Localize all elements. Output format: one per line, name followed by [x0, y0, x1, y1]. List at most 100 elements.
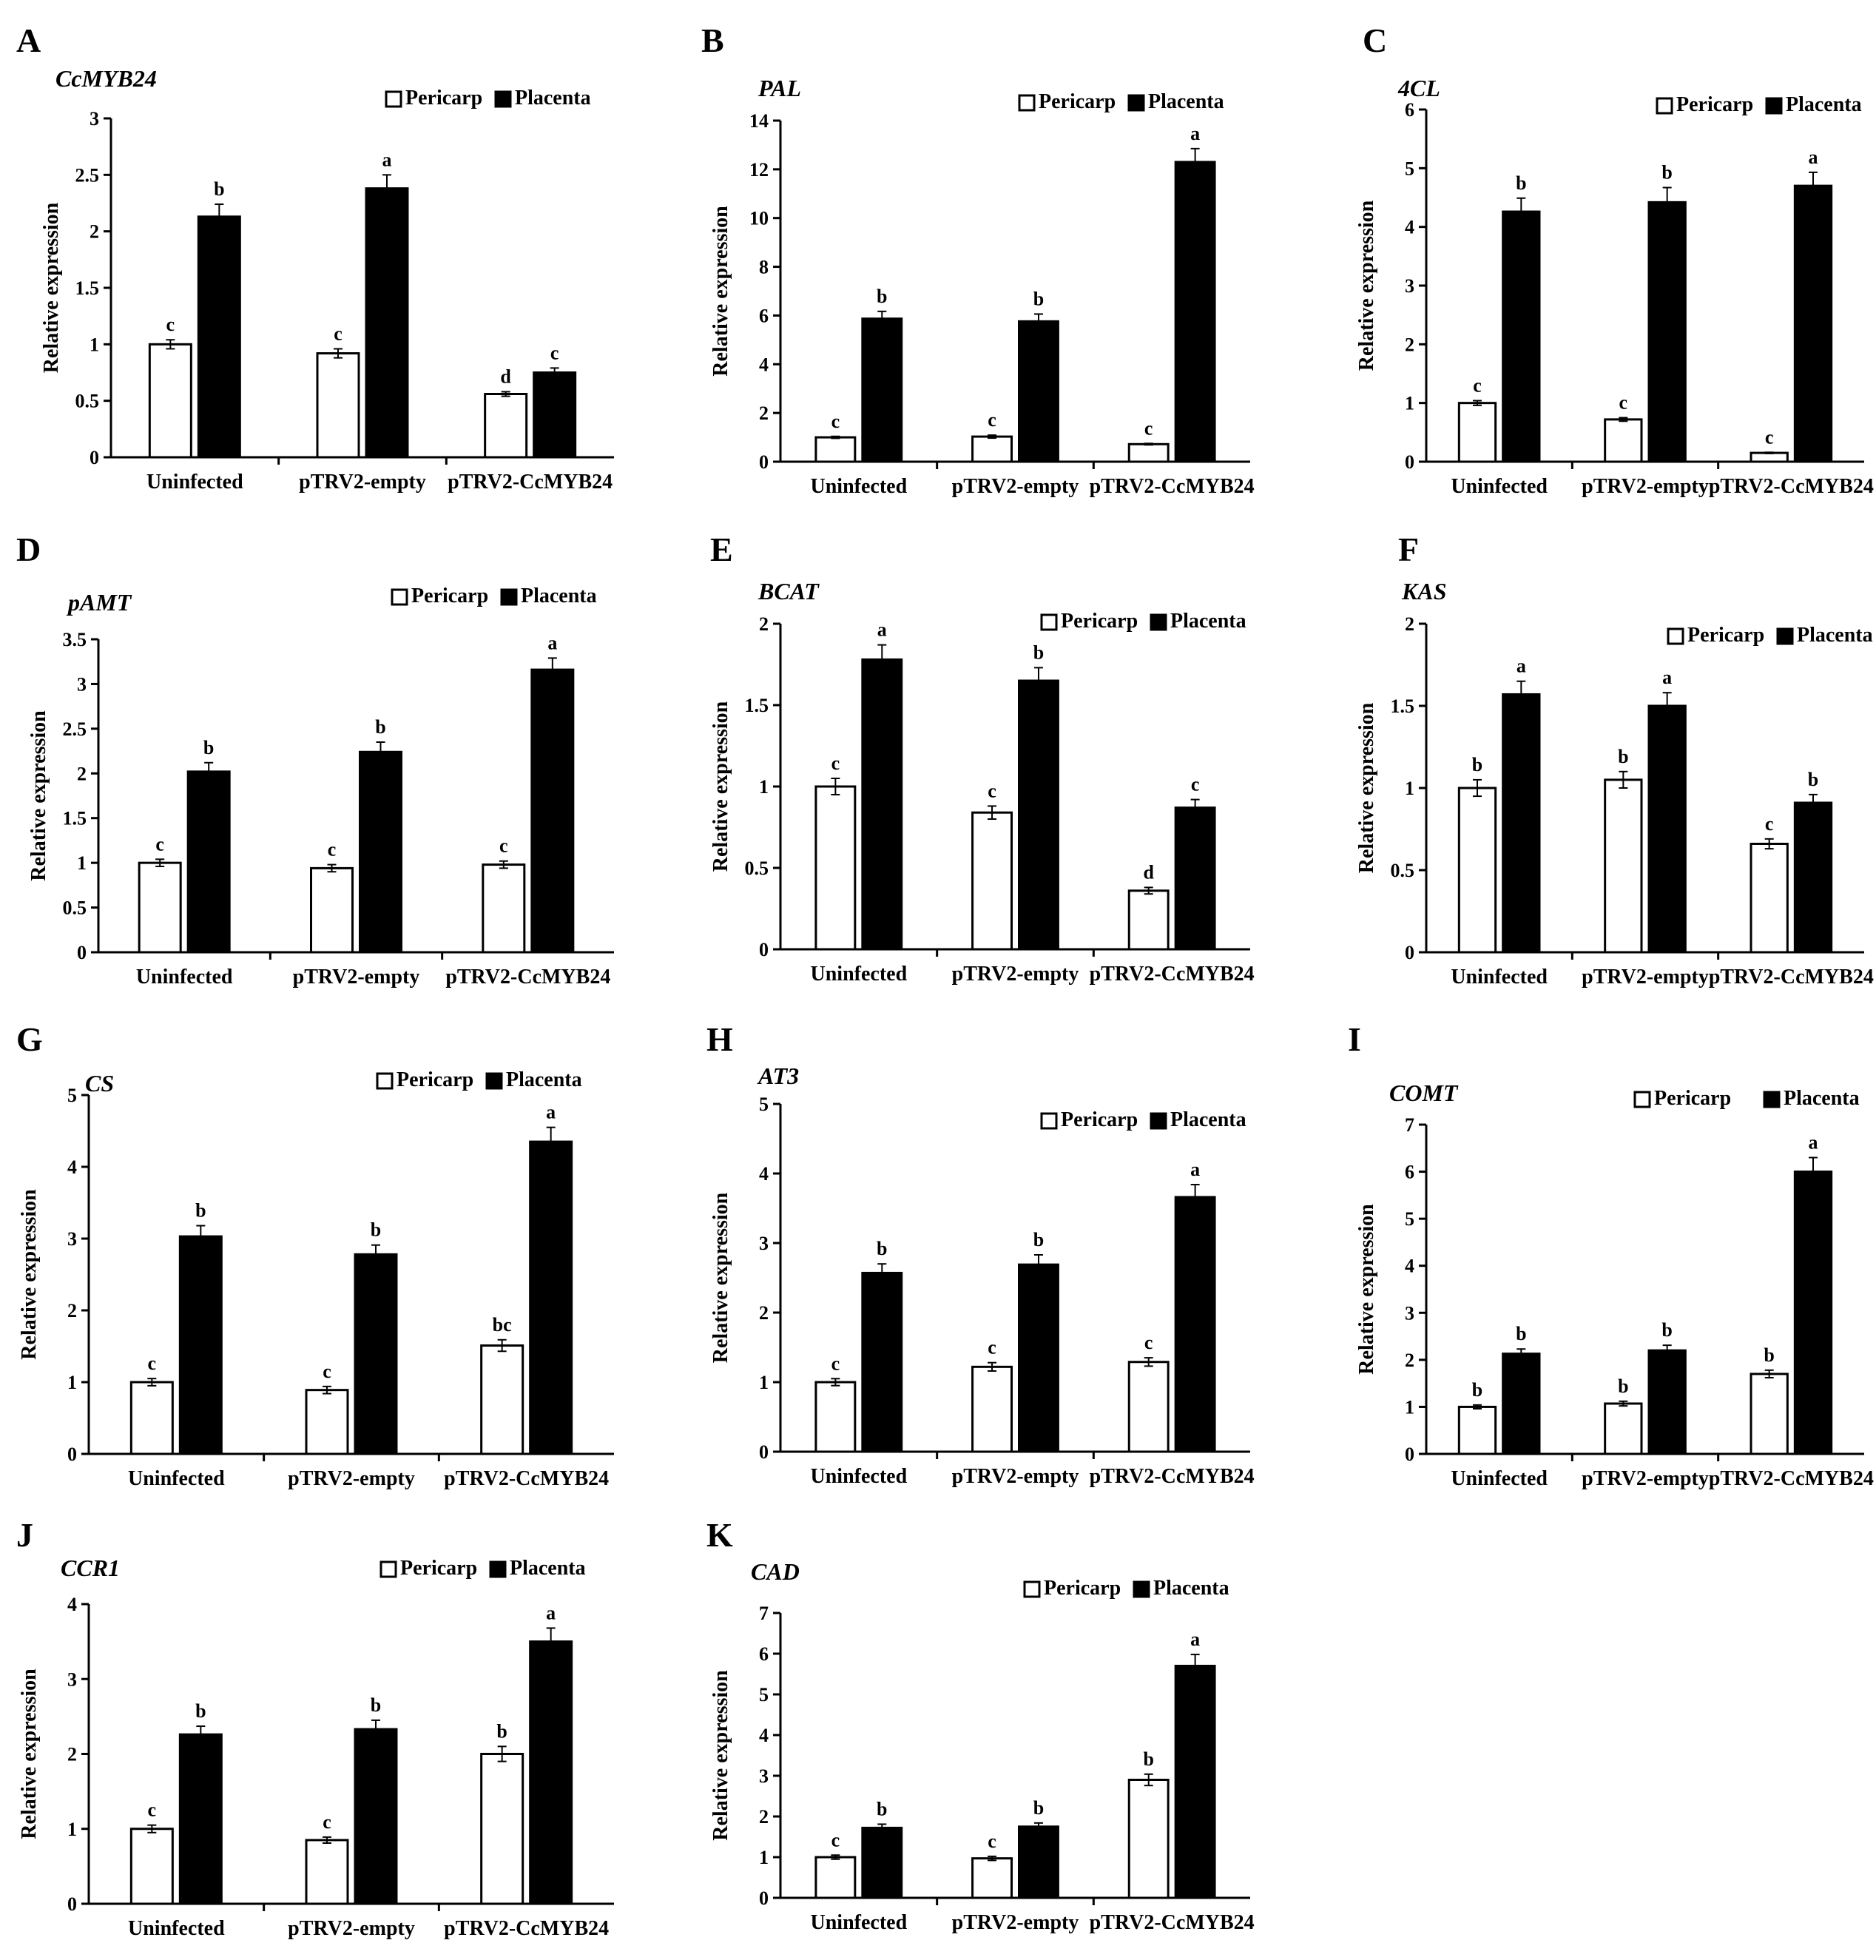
y-tick-label: 2 — [1405, 334, 1414, 355]
x-tick-label: pTRV2-empty — [1582, 966, 1709, 989]
y-tick-label: 8 — [759, 257, 769, 278]
significance-label: a — [382, 149, 392, 170]
bar-pericarp — [971, 811, 1013, 951]
gene-title: CCR1 — [61, 1555, 120, 1581]
y-tick-label: 0.5 — [745, 858, 769, 879]
significance-label: a — [1190, 1159, 1200, 1180]
panel-c: C 4CL Relative expression 0 1 2 3 4 5 6 Uninfected… — [1355, 21, 1874, 498]
legend-swatch-placenta — [485, 1072, 503, 1090]
significance-label: b — [1033, 1229, 1044, 1250]
legend: Pericarp Placenta — [1040, 610, 1246, 633]
legend-label-pericarp: Pericarp — [411, 585, 488, 607]
x-tick-label: pTRV2-empty — [1582, 1467, 1709, 1490]
x-tick-label: pTRV2-empty — [952, 963, 1079, 986]
bar-pericarp — [1127, 889, 1170, 951]
panel-letter: F — [1398, 531, 1419, 568]
legend-swatch-pericarp — [1040, 613, 1058, 631]
y-tick-label: 0 — [759, 939, 769, 960]
significance-label: c — [988, 1831, 996, 1852]
y-tick-label: 3 — [1405, 275, 1414, 297]
x-tick-label: Uninfected — [1451, 1467, 1548, 1490]
significance-label: b — [1516, 172, 1526, 194]
significance-label: c — [988, 409, 996, 431]
panel-letter: J — [16, 1516, 33, 1554]
bar-pericarp — [971, 1365, 1013, 1453]
bar-placenta — [1793, 1171, 1833, 1455]
gene-title: PAL — [758, 75, 801, 101]
y-tick-label: 0 — [67, 1444, 77, 1465]
y-tick-label: 5 — [1405, 158, 1414, 179]
y-tick-label: 10 — [749, 208, 769, 229]
y-tick-label: 2.5 — [75, 164, 100, 186]
bar-placenta — [529, 1640, 573, 1905]
bar-placenta — [1793, 801, 1833, 954]
y-tick-label: 4 — [759, 1725, 769, 1746]
bar-placenta — [1018, 320, 1059, 463]
bar-placenta — [186, 770, 231, 954]
y-tick-label: 1 — [1405, 1396, 1414, 1418]
significance-label: b — [1764, 1344, 1774, 1366]
significance-label: b — [375, 716, 385, 738]
y-tick-label: 1.5 — [745, 695, 769, 716]
y-tick-label: 1 — [759, 776, 769, 798]
legend-label-pericarp: Pericarp — [1687, 624, 1764, 647]
legend-label-pericarp: Pericarp — [1044, 1577, 1121, 1600]
x-tick-label: pTRV2-CcMYB24 — [448, 471, 613, 494]
x-tick-label: pTRV2-CcMYB24 — [1090, 1911, 1255, 1934]
panel-letter: E — [710, 531, 733, 568]
y-tick-label: 2 — [1405, 1350, 1414, 1371]
significance-label: d — [1143, 861, 1154, 883]
legend-label-placenta: Placenta — [1784, 1087, 1860, 1110]
bar-pericarp — [1127, 1361, 1170, 1453]
legend-label-placenta: Placenta — [515, 87, 591, 110]
y-tick-label: 12 — [749, 159, 769, 181]
significance-label: c — [1191, 774, 1200, 795]
x-tick-label: Uninfected — [128, 1917, 225, 1940]
significance-label: b — [1472, 754, 1482, 775]
y-tick-label: 3.5 — [63, 629, 87, 650]
y-tick-label: 2 — [759, 1302, 769, 1324]
legend-swatch-pericarp — [1633, 1091, 1651, 1108]
significance-label: bc — [493, 1314, 512, 1336]
legend-label-pericarp: Pericarp — [1061, 1108, 1138, 1131]
x-tick-label: pTRV2-empty — [288, 1917, 415, 1940]
significance-label: c — [148, 1799, 157, 1821]
x-tick-label: pTRV2-CcMYB24 — [445, 966, 610, 989]
significance-label: a — [547, 632, 557, 653]
bar-placenta — [197, 215, 241, 459]
legend-label-placenta: Placenta — [1786, 93, 1862, 116]
significance-label: b — [1143, 1748, 1153, 1770]
bar-placenta — [1502, 210, 1541, 463]
legend: Pericarp Placenta — [1656, 93, 1862, 116]
bar-pericarp — [480, 1753, 524, 1905]
y-axis-label: Relative expression — [709, 1192, 732, 1363]
legend-label-pericarp: Pericarp — [397, 1068, 473, 1091]
x-tick-label: Uninfected — [811, 1911, 908, 1934]
y-tick-label: 0.5 — [1391, 860, 1415, 881]
bar-pericarp — [1127, 442, 1170, 463]
significance-label: a — [877, 619, 887, 641]
significance-label: b — [195, 1200, 206, 1222]
panel-i: I COMT Relative expression 0 1 2 3 4 5 6 7 Uninfect… — [1348, 1020, 1874, 1490]
gene-title: 4CL — [1397, 75, 1440, 101]
significance-label: b — [1661, 162, 1672, 183]
significance-label: c — [148, 1353, 157, 1374]
bar-placenta — [861, 658, 903, 951]
panel-letter: B — [701, 21, 724, 59]
y-axis-label: Relative expression — [709, 206, 732, 377]
bar-pericarp — [484, 393, 528, 459]
y-tick-label: 2 — [67, 1744, 77, 1765]
y-axis-label: Relative expression — [709, 701, 732, 872]
panel-letter: I — [1348, 1020, 1361, 1058]
bar-pericarp — [1604, 418, 1643, 463]
legend: Pericarp Placenta — [376, 1068, 582, 1091]
panel-f: F KAS Relative expression 0 0.5 1 1.5 2 Uninfect… — [1355, 531, 1874, 989]
significance-label: b — [1033, 288, 1044, 309]
y-axis-label: Relative expression — [40, 202, 63, 373]
y-tick-label: 0 — [77, 942, 87, 963]
bar-pericarp — [1457, 402, 1497, 463]
gene-title: BCAT — [758, 578, 820, 604]
bar-placenta — [178, 1733, 223, 1905]
bar-placenta — [1647, 201, 1687, 463]
y-tick-label: 14 — [749, 110, 769, 132]
